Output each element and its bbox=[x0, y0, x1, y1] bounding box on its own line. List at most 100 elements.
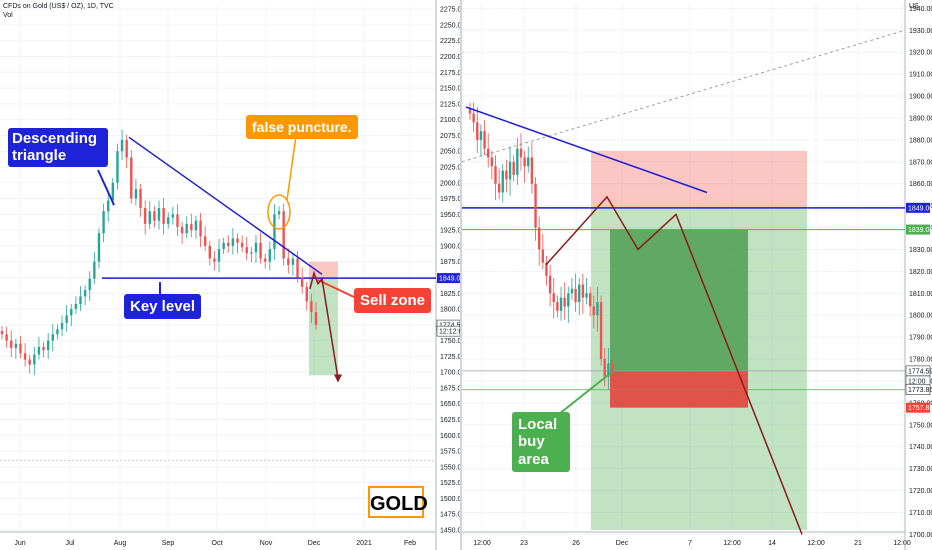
sell-zone-stop-box bbox=[309, 261, 338, 279]
price-tag-box bbox=[905, 384, 931, 395]
candle-body bbox=[287, 258, 290, 265]
y-tick-label: 2025.00 bbox=[440, 164, 460, 171]
y-tick-label: 1450.00 bbox=[440, 528, 460, 535]
right-symbol-fragment: US bbox=[909, 3, 919, 10]
candle-body bbox=[10, 340, 13, 349]
candle-body bbox=[162, 208, 165, 224]
x-tick-label: 12:00 bbox=[473, 540, 491, 547]
candle-body bbox=[180, 226, 184, 234]
key-level-text: Key level bbox=[130, 298, 196, 315]
false-puncture-text: false puncture. bbox=[252, 119, 352, 135]
sell-zone-text: Sell zone bbox=[360, 292, 426, 309]
candle-body bbox=[153, 211, 156, 221]
candle-body bbox=[537, 227, 541, 250]
x-tick-label: 12:00 bbox=[893, 540, 911, 547]
y-tick-label: 2225.00 bbox=[440, 38, 460, 45]
volume-label: Vol bbox=[3, 12, 13, 19]
candle-body bbox=[291, 258, 295, 265]
candle-body bbox=[468, 109, 472, 114]
y-tick-label: 1750.00 bbox=[909, 422, 932, 429]
y-tick-label: 2200.00 bbox=[440, 54, 460, 61]
candle-body bbox=[610, 363, 614, 373]
y-tick-label: 2175.00 bbox=[440, 70, 460, 77]
candle-body bbox=[143, 208, 147, 224]
candle-body bbox=[508, 161, 512, 180]
x-tick-label: Oct bbox=[212, 540, 223, 547]
right-chart-panel[interactable]: 1940.00 1930.00 1920.00 1910.00 1900.00 1890.… bbox=[462, 0, 932, 550]
candle-body bbox=[93, 261, 96, 279]
y-tick-label: 2275.00 bbox=[440, 7, 460, 14]
y-tick-label: 1800.00 bbox=[440, 307, 460, 314]
candle-body bbox=[273, 214, 276, 250]
candle-body bbox=[70, 309, 73, 316]
x-tick-label: Dec bbox=[616, 540, 629, 547]
y-tick-label: 1860.00 bbox=[909, 181, 932, 188]
y-tick-label: 1500.00 bbox=[440, 496, 460, 503]
left-chart-panel[interactable]: 2275.00 2250.00 2225.00 2200.00 2175.00 2150.… bbox=[0, 0, 460, 550]
x-tick-label: 23 bbox=[520, 540, 528, 547]
candle-body bbox=[240, 242, 244, 248]
x-tick-label: Dec bbox=[308, 540, 321, 547]
local-buy-area-callout: Local buy area bbox=[512, 412, 570, 472]
candle-body bbox=[190, 223, 193, 231]
candle-body bbox=[603, 359, 606, 377]
candle-body bbox=[259, 242, 262, 259]
candle-body bbox=[559, 297, 563, 311]
y-tick-label: 2000.00 bbox=[440, 180, 460, 187]
key-level-callout: Key level bbox=[124, 294, 202, 320]
y-tick-label: 1900.00 bbox=[909, 94, 932, 101]
candle-body bbox=[217, 249, 221, 262]
short-stop-zone bbox=[591, 150, 807, 208]
candle-body bbox=[199, 220, 202, 237]
candle-body bbox=[222, 242, 225, 250]
candle-body bbox=[570, 288, 574, 294]
candle-body bbox=[83, 290, 87, 297]
right-chart-canvas[interactable]: 1940.00 1930.00 1920.00 1910.00 1900.00 1890.… bbox=[462, 0, 932, 550]
false-puncture-pointer bbox=[286, 135, 297, 201]
candle-body bbox=[130, 157, 133, 199]
x-tick-label: 2021 bbox=[356, 540, 372, 547]
dotted-trend-line bbox=[462, 29, 906, 163]
candle-body bbox=[23, 353, 27, 360]
candle-body bbox=[310, 301, 313, 313]
x-tick-label: 12:00 bbox=[723, 540, 741, 547]
candle-body bbox=[97, 233, 101, 262]
descending-trendline bbox=[465, 106, 708, 194]
y-tick-label: 1525.00 bbox=[440, 480, 460, 487]
x-tick-label: Sep bbox=[162, 540, 175, 547]
y-tick-label: 1930.00 bbox=[909, 28, 932, 35]
candle-body bbox=[37, 346, 41, 355]
left-chart-canvas[interactable]: 2275.00 2250.00 2225.00 2200.00 2175.00 2150.… bbox=[0, 0, 460, 550]
candle-body bbox=[483, 131, 486, 149]
x-tick-label: 26 bbox=[572, 540, 580, 547]
y-tick-label: 1810.00 bbox=[909, 291, 932, 298]
price-tag-box bbox=[906, 402, 930, 413]
x-tick-label: 7 bbox=[688, 540, 692, 547]
x-tick-label: Aug bbox=[114, 540, 127, 547]
candle-body bbox=[296, 258, 299, 278]
candle-body bbox=[227, 242, 230, 246]
price-tag-label: 1757.82 bbox=[908, 405, 932, 412]
panel-divider[interactable] bbox=[460, 0, 462, 550]
candle-body bbox=[305, 286, 308, 302]
y-tick-label: 1830.00 bbox=[909, 247, 932, 254]
chart-symbol-title: CFDs on Gold (US$ / OZ), 1D, TVC bbox=[3, 3, 114, 10]
long-target-zone bbox=[610, 229, 748, 371]
candle-body bbox=[523, 157, 526, 167]
candle-body bbox=[88, 278, 91, 291]
y-tick-label: 1700.00 bbox=[909, 532, 932, 539]
candle-body bbox=[585, 293, 588, 298]
candle-body bbox=[111, 182, 115, 201]
y-tick-label: 1700.00 bbox=[440, 370, 460, 377]
candle-body bbox=[268, 249, 272, 262]
y-tick-label: 1925.00 bbox=[440, 228, 460, 235]
candle-body bbox=[505, 170, 508, 180]
y-tick-label: 1675.00 bbox=[440, 385, 460, 392]
candle-body bbox=[574, 288, 577, 303]
price-tag-label: 12:00 bbox=[908, 378, 926, 385]
candle-body bbox=[501, 170, 504, 193]
local-buy-pointer bbox=[553, 371, 613, 419]
candle-body bbox=[139, 189, 142, 209]
candle-body bbox=[56, 329, 59, 335]
candle-body bbox=[541, 249, 545, 263]
